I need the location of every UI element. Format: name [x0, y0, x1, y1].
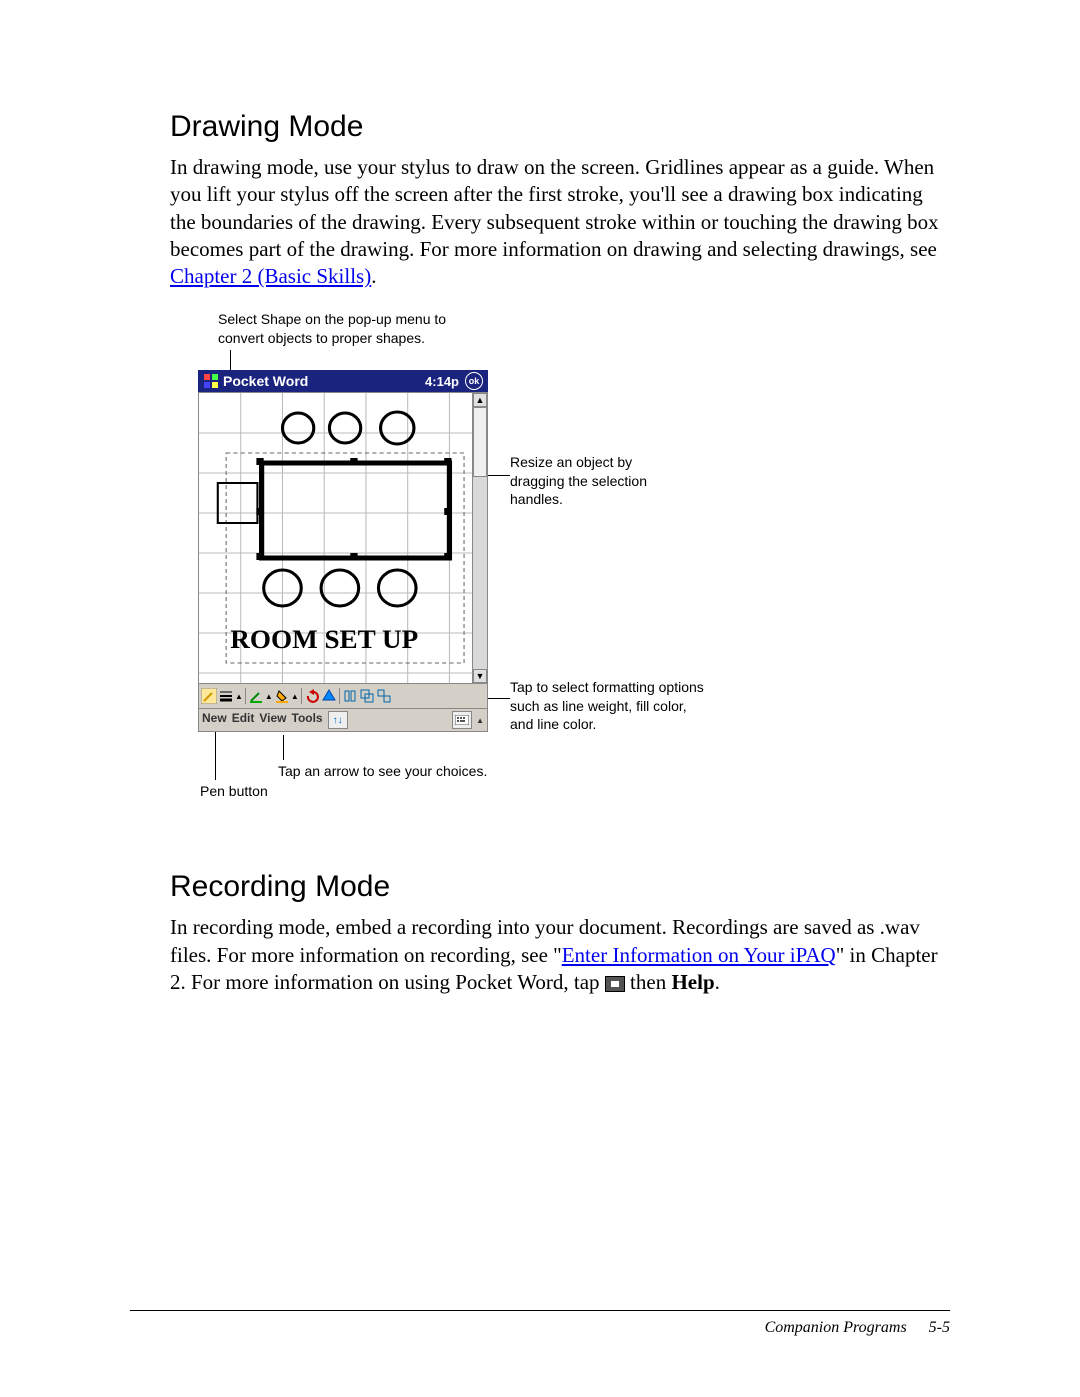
pen-icon[interactable] [201, 688, 217, 704]
heading-recording-mode: Recording Mode [170, 870, 950, 904]
para1-text-a: In drawing mode, use your stylus to draw… [170, 155, 939, 261]
app-title: Pocket Word [223, 373, 308, 389]
sip-arrow-icon[interactable]: ▲ [476, 716, 484, 725]
menu-tools[interactable]: Tools [292, 711, 323, 729]
menu-edit[interactable]: Edit [232, 711, 255, 729]
annotation-select-shape: Select Shape on the pop-up menu to conve… [218, 310, 468, 346]
start-icon [203, 373, 219, 389]
annotation-format: Tap to select formatting options such as… [510, 678, 710, 733]
callout-line [283, 735, 284, 760]
sort-icon[interactable]: ↑↓ [328, 711, 348, 729]
menu-new[interactable]: New [202, 711, 227, 729]
separator [301, 688, 302, 704]
format-toolbar: ▲ ▲ ▲ [198, 684, 488, 709]
ok-button[interactable]: ok [465, 372, 483, 390]
para2-text-c: then [625, 970, 672, 994]
para2-text-d: . [715, 970, 720, 994]
separator [245, 688, 246, 704]
footer-page-number: 5-5 [929, 1319, 950, 1336]
clock-time: 4:14p [425, 374, 459, 389]
keyboard-icon[interactable] [452, 711, 472, 729]
ungroup-icon[interactable] [376, 688, 392, 704]
line-color-icon[interactable] [248, 688, 264, 704]
link-enter-info[interactable]: Enter Information on Your iPAQ [562, 943, 836, 967]
link-chapter2[interactable]: Chapter 2 (Basic Skills) [170, 264, 371, 288]
figure-drawing-mode: Select Shape on the pop-up menu to conve… [170, 310, 950, 830]
annotation-resize: Resize an object by dragging the selecti… [510, 453, 690, 508]
scrollbar-vertical[interactable]: ▲ ▼ [472, 393, 487, 683]
undo-icon[interactable] [304, 688, 320, 704]
paragraph-recording: In recording mode, embed a recording int… [170, 914, 950, 996]
align-icon[interactable] [342, 688, 358, 704]
group-icon[interactable] [359, 688, 375, 704]
line-weight-icon[interactable] [218, 688, 234, 704]
dropdown-arrow-icon[interactable]: ▲ [265, 692, 273, 701]
dropdown-arrow-icon[interactable]: ▲ [235, 692, 243, 701]
start-menu-icon [605, 976, 625, 992]
para1-text-b: . [371, 264, 376, 288]
scroll-up-button[interactable]: ▲ [473, 393, 487, 407]
page-footer: Companion Programs 5-5 [130, 1310, 950, 1337]
scroll-thumb[interactable] [473, 407, 487, 477]
heading-drawing-mode: Drawing Mode [170, 110, 950, 144]
pocket-word-screenshot: Pocket Word 4:14p ok [198, 370, 488, 732]
help-word: Help [671, 970, 714, 994]
titlebar: Pocket Word 4:14p ok [198, 370, 488, 392]
menu-bar: New Edit View Tools ↑↓ ▲ [198, 709, 488, 732]
shape-icon[interactable] [321, 688, 337, 704]
footer-section: Companion Programs [765, 1319, 907, 1336]
scroll-down-button[interactable]: ▼ [473, 669, 487, 683]
separator [339, 688, 340, 704]
svg-text:ROOM SET UP: ROOM SET UP [230, 625, 418, 654]
annotation-arrow: Tap an arrow to see your choices. [278, 762, 518, 780]
paragraph-drawing: In drawing mode, use your stylus to draw… [170, 154, 950, 290]
dropdown-arrow-icon[interactable]: ▲ [291, 692, 299, 701]
annotation-pen-button: Pen button [200, 782, 300, 800]
fill-color-icon[interactable] [274, 688, 290, 704]
scroll-track[interactable] [473, 407, 487, 669]
menu-view[interactable]: View [259, 711, 286, 729]
drawing-canvas[interactable]: ROOM SET UP ▲ ▼ [198, 392, 488, 684]
canvas-svg: ROOM SET UP [199, 393, 487, 683]
